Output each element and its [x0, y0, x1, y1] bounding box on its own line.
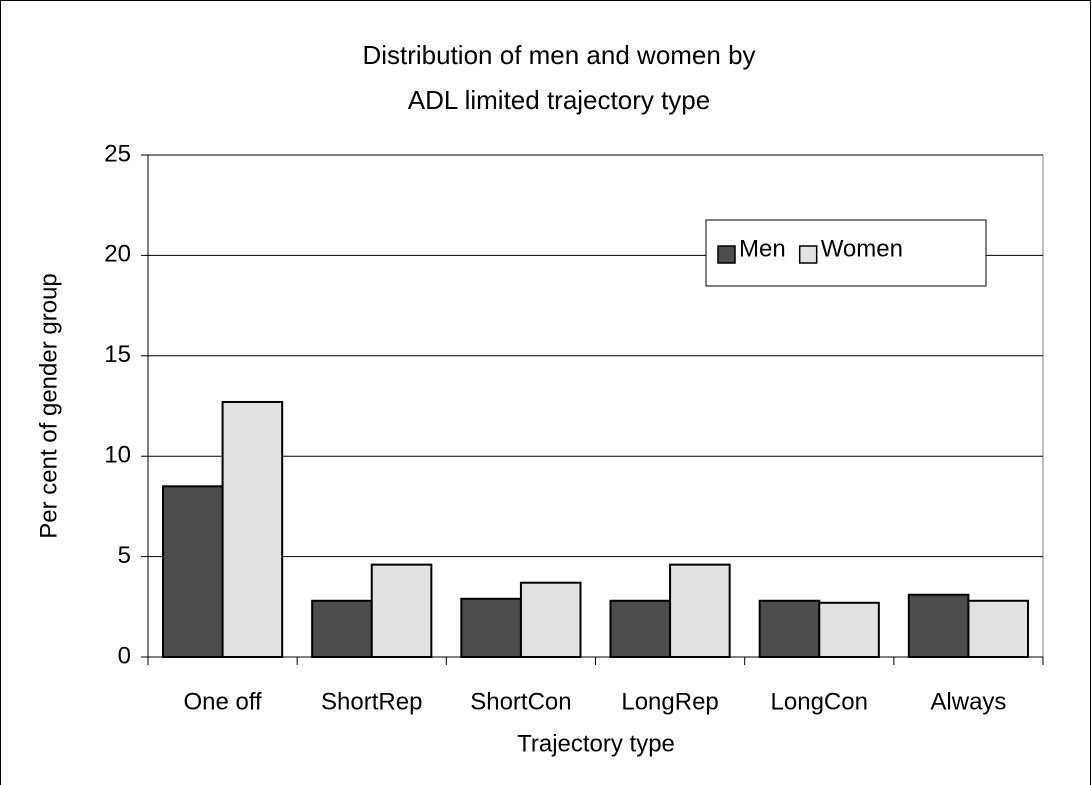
x-tick-label: LongCon — [771, 688, 868, 715]
x-tick-label: LongRep — [621, 688, 718, 715]
chart-title: ADL limited trajectory type — [408, 85, 710, 115]
y-tick-label: 5 — [118, 542, 131, 569]
bar — [162, 485, 224, 658]
x-tick-label: One off — [183, 688, 262, 715]
x-tick-label: Always — [930, 688, 1006, 715]
chart-title: Distribution of men and women by — [362, 40, 755, 70]
bar — [519, 581, 582, 658]
x-axis-title: Trajectory type — [517, 730, 675, 757]
y-tick-label: 25 — [104, 140, 131, 167]
bar — [311, 599, 373, 658]
y-tick-label: 0 — [118, 642, 131, 669]
legend-swatch — [717, 245, 736, 264]
x-tick-label: ShortCon — [470, 688, 571, 715]
x-tick-label: ShortRep — [321, 688, 422, 715]
legend-label: Men — [739, 235, 786, 262]
y-axis-title: Per cent of gender group — [35, 273, 62, 539]
y-tick-label: 15 — [104, 341, 131, 368]
legend-swatch — [798, 245, 818, 264]
bar — [967, 599, 1030, 658]
y-tick-label: 10 — [104, 442, 131, 469]
legend-box — [705, 219, 987, 287]
bar — [669, 563, 731, 659]
bar — [609, 599, 672, 658]
legend-label: Women — [821, 235, 903, 262]
bar — [460, 597, 522, 659]
bar — [818, 601, 880, 658]
bar — [907, 593, 970, 659]
bar — [758, 599, 821, 658]
y-tick-label: 20 — [104, 241, 131, 268]
bar — [221, 400, 284, 659]
bar — [370, 563, 433, 659]
